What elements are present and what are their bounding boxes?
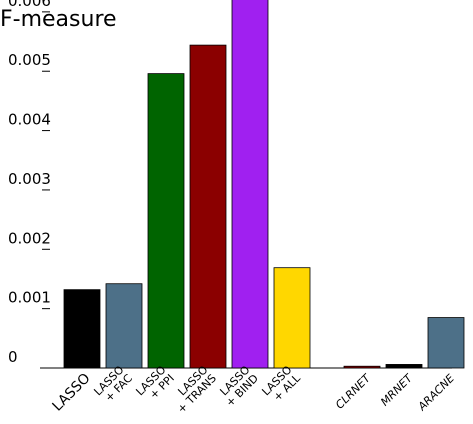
bar bbox=[189, 44, 227, 369]
svg-text:LASSO+ FAC: LASSO+ FAC bbox=[91, 363, 135, 407]
y-axis: 0 0.001 0.002 0.003 0.004 0.005 0.006 bbox=[8, 0, 51, 369]
x-tick-label: LASSO bbox=[49, 370, 93, 414]
svg-text:LASSO+ BIND: LASSO+ BIND bbox=[215, 363, 261, 409]
x-tick-label: LASSO+ ALL bbox=[259, 363, 303, 407]
y-tick-label: 0.004 bbox=[8, 111, 51, 129]
bar bbox=[343, 365, 381, 369]
y-tick-label: 0.003 bbox=[8, 170, 51, 188]
bar bbox=[273, 267, 311, 369]
svg-text:ARACNE: ARACNE bbox=[415, 372, 457, 414]
bar bbox=[231, 0, 269, 369]
x-tick-label: CLRNET bbox=[333, 371, 374, 412]
bar bbox=[63, 289, 101, 369]
bar bbox=[105, 283, 143, 369]
svg-text:MRNET: MRNET bbox=[378, 371, 416, 409]
x-tick-label: LASSO+ TRANS bbox=[166, 363, 219, 416]
x-tick-label: LASSO+ FAC bbox=[91, 363, 135, 407]
x-tick-label: LASSO+ BIND bbox=[215, 363, 261, 409]
x-tick-label: ARACNE bbox=[415, 372, 457, 414]
y-axis-title: F-measure bbox=[0, 7, 117, 32]
svg-text:LASSO: LASSO bbox=[49, 370, 93, 414]
y-tick-label: 0.002 bbox=[8, 229, 51, 247]
x-tick-label: LASSO+ PPI bbox=[133, 363, 177, 407]
y-tick-label: 0 bbox=[8, 348, 18, 366]
svg-text:CLRNET: CLRNET bbox=[333, 371, 374, 412]
y-tick-label: 0.006 bbox=[8, 0, 51, 10]
svg-text:LASSO+ PPI: LASSO+ PPI bbox=[133, 363, 177, 407]
bar bbox=[385, 364, 423, 369]
y-tick-label: 0.005 bbox=[8, 51, 51, 69]
bar bbox=[427, 317, 465, 369]
bar bbox=[147, 73, 185, 369]
bars bbox=[63, 0, 465, 369]
svg-text:LASSO+ ALL: LASSO+ ALL bbox=[259, 363, 303, 407]
y-tick-label: 0.001 bbox=[8, 289, 51, 307]
x-tick-label: MRNET bbox=[378, 371, 416, 409]
svg-text:LASSO+ TRANS: LASSO+ TRANS bbox=[166, 363, 219, 416]
